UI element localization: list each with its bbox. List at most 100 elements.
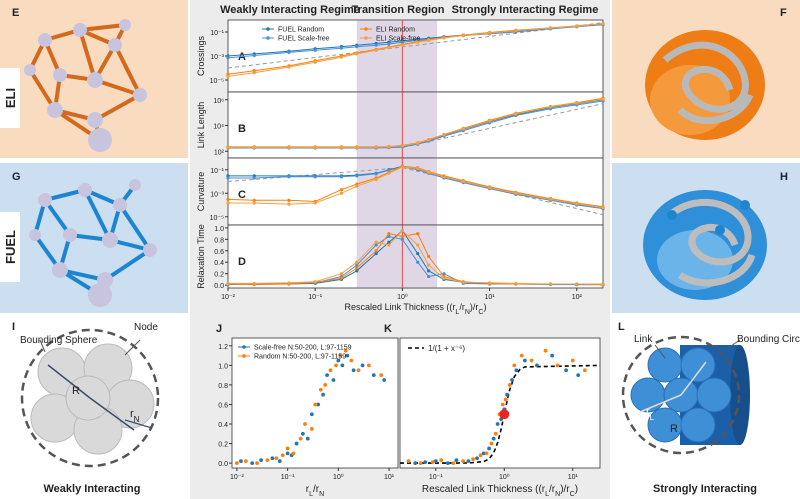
panel-letter: G bbox=[12, 171, 21, 183]
fuel-nodes bbox=[29, 179, 157, 307]
series-marker bbox=[355, 45, 359, 49]
legend-label: FUEL Scale-free bbox=[278, 36, 330, 43]
series-marker bbox=[252, 176, 256, 180]
scatter-point bbox=[334, 363, 338, 368]
series-marker bbox=[252, 53, 256, 58]
axis-label-sub: N bbox=[319, 491, 324, 498]
series-marker bbox=[461, 127, 465, 131]
series-marker bbox=[313, 60, 317, 64]
series-marker bbox=[226, 56, 230, 60]
series-marker bbox=[416, 260, 420, 264]
series-marker bbox=[461, 179, 465, 184]
y-tick-label: 1.0 bbox=[218, 363, 228, 370]
scatter-point bbox=[325, 373, 329, 378]
scatter-point bbox=[345, 353, 350, 358]
y-tick-label: 10⁶ bbox=[213, 98, 224, 105]
y-tick-label: 0.4 bbox=[218, 422, 228, 429]
series-marker bbox=[400, 237, 404, 241]
series-marker bbox=[387, 171, 391, 175]
series-marker bbox=[416, 252, 420, 256]
scatter-point bbox=[291, 451, 296, 456]
series-marker bbox=[461, 280, 465, 284]
y-tick-label: 0.0 bbox=[218, 461, 228, 468]
scatter-point bbox=[522, 358, 527, 363]
scatter-point bbox=[285, 446, 290, 451]
annotation-sub: L bbox=[650, 413, 655, 422]
series-marker bbox=[287, 175, 291, 179]
panel-letter: D bbox=[238, 256, 246, 268]
scatter-point bbox=[491, 436, 496, 441]
series-marker bbox=[374, 243, 378, 247]
axis-label-part: ) bbox=[483, 302, 486, 312]
series-marker bbox=[427, 170, 431, 174]
series-marker bbox=[400, 40, 404, 44]
x-tick-label: 10⁻¹ bbox=[281, 474, 295, 481]
axis-label-sub: L bbox=[309, 491, 313, 498]
series-marker bbox=[548, 105, 553, 109]
series-marker bbox=[442, 276, 446, 280]
axis-label-part: r bbox=[306, 484, 310, 495]
scatter-point bbox=[576, 373, 581, 378]
series-marker bbox=[313, 201, 317, 205]
x-tick-label: 10⁰ bbox=[333, 473, 344, 481]
series-marker bbox=[226, 74, 230, 78]
series-marker bbox=[287, 145, 291, 149]
scatter-point bbox=[316, 402, 321, 407]
series-marker bbox=[400, 229, 404, 233]
plot-area bbox=[227, 19, 604, 93]
series-marker bbox=[355, 266, 359, 270]
tab-label: ELI bbox=[3, 88, 18, 108]
legend-label: FUEL Random bbox=[278, 27, 324, 34]
series-marker bbox=[339, 188, 344, 192]
series-marker bbox=[601, 97, 605, 101]
scatter-point bbox=[406, 459, 411, 464]
scatter-point bbox=[519, 353, 524, 358]
scatter-point bbox=[543, 348, 548, 353]
series-marker bbox=[374, 172, 378, 176]
series-marker bbox=[226, 201, 230, 205]
y-tick-label: 0.4 bbox=[214, 260, 224, 267]
series-marker bbox=[487, 31, 492, 35]
series-marker bbox=[427, 38, 431, 42]
annotation: Link bbox=[634, 334, 653, 345]
series-marker bbox=[339, 55, 344, 59]
legend-swatch bbox=[266, 27, 270, 31]
x-tick-label: 10¹ bbox=[384, 474, 395, 481]
scatter-point bbox=[529, 358, 534, 363]
scatter-point bbox=[301, 431, 305, 436]
axis-label-sub: C bbox=[570, 491, 575, 498]
panel-letter: H bbox=[780, 171, 788, 183]
series-marker bbox=[313, 48, 317, 52]
x-tick-label: 10⁻¹ bbox=[308, 294, 322, 301]
axis-label-part: /r bbox=[549, 484, 556, 495]
y-tick-label: 10⁴ bbox=[213, 124, 224, 131]
scatter-point bbox=[235, 461, 239, 466]
scatter-point bbox=[507, 383, 512, 387]
series-marker bbox=[487, 281, 492, 285]
scatter-point bbox=[493, 431, 498, 436]
scatter-point bbox=[500, 402, 505, 407]
plot-area bbox=[227, 224, 604, 289]
annotation: Bounding Circle bbox=[737, 334, 800, 345]
series-line bbox=[227, 165, 604, 208]
series-marker bbox=[514, 29, 518, 33]
series-marker bbox=[287, 202, 291, 206]
series-marker bbox=[355, 269, 359, 273]
series-marker bbox=[355, 52, 359, 56]
legend-label: ELI Random bbox=[376, 27, 415, 34]
series-marker bbox=[487, 186, 492, 190]
scatter-point bbox=[318, 387, 323, 392]
series-marker bbox=[252, 281, 256, 286]
scatter-point bbox=[570, 358, 575, 363]
annotation: Node bbox=[134, 322, 158, 333]
series-marker bbox=[601, 282, 605, 286]
x-tick-label: 10¹ bbox=[568, 474, 579, 481]
series-marker bbox=[374, 43, 378, 47]
eli-tube-render bbox=[645, 30, 765, 140]
series-marker bbox=[427, 138, 431, 142]
y-tick-label: 10⁻³ bbox=[210, 54, 224, 61]
scatter-point bbox=[466, 459, 471, 464]
series-marker bbox=[416, 166, 420, 171]
scatter-point bbox=[294, 441, 299, 446]
highlight-point bbox=[499, 409, 510, 420]
